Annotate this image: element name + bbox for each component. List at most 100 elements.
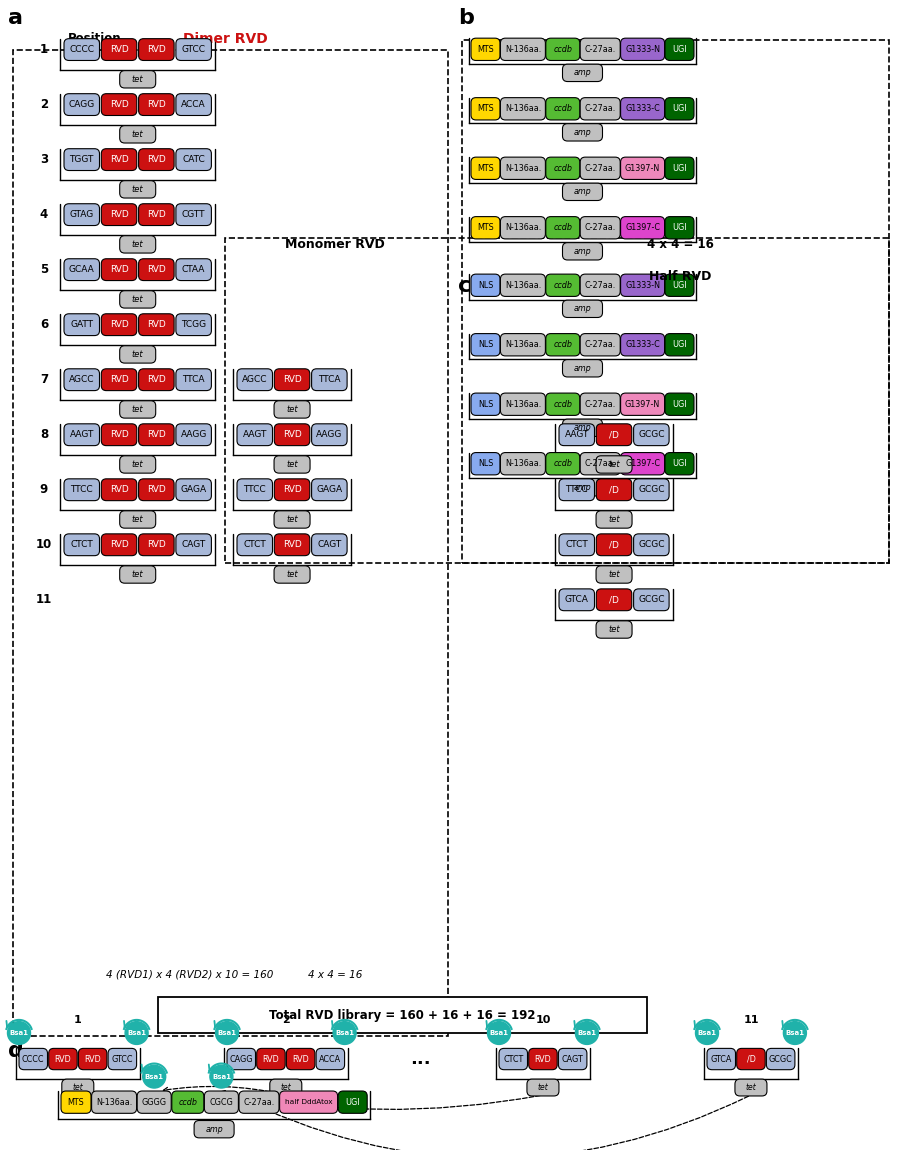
Text: Bsa1: Bsa1: [490, 1030, 508, 1036]
Text: GTCC: GTCC: [182, 45, 205, 54]
Text: RVD: RVD: [147, 100, 166, 109]
FancyBboxPatch shape: [597, 478, 632, 500]
Text: MTS: MTS: [477, 163, 494, 172]
FancyBboxPatch shape: [471, 216, 500, 239]
Text: C-27aa.: C-27aa.: [585, 45, 616, 54]
FancyBboxPatch shape: [139, 534, 174, 555]
Text: UGI: UGI: [672, 459, 687, 468]
FancyBboxPatch shape: [256, 1049, 285, 1070]
Text: G1333-N: G1333-N: [626, 281, 660, 290]
FancyBboxPatch shape: [120, 236, 156, 253]
FancyBboxPatch shape: [176, 314, 211, 336]
Circle shape: [488, 1021, 510, 1044]
FancyBboxPatch shape: [139, 259, 174, 281]
FancyBboxPatch shape: [562, 300, 602, 317]
Text: CTCT: CTCT: [243, 540, 266, 550]
Text: UGI: UGI: [672, 281, 687, 290]
Text: RVD: RVD: [110, 45, 129, 54]
Text: GTCA: GTCA: [565, 596, 589, 604]
Text: ccdb: ccdb: [554, 459, 572, 468]
Text: GAGA: GAGA: [181, 485, 207, 494]
Text: CAGT: CAGT: [182, 540, 206, 550]
Text: CAGT: CAGT: [562, 1055, 583, 1064]
Text: RVD: RVD: [283, 430, 302, 439]
Text: UGI: UGI: [346, 1097, 360, 1106]
Text: TCGG: TCGG: [181, 320, 206, 329]
Text: RVD: RVD: [110, 375, 129, 384]
Text: RVD: RVD: [110, 430, 129, 439]
Text: TTCC: TTCC: [243, 485, 266, 494]
Text: ccdb: ccdb: [554, 105, 572, 114]
FancyBboxPatch shape: [338, 1091, 367, 1113]
FancyBboxPatch shape: [311, 534, 347, 555]
Text: N-136aa.: N-136aa.: [505, 281, 541, 290]
Text: 11: 11: [36, 593, 52, 606]
Text: G1397-C: G1397-C: [626, 459, 660, 468]
FancyBboxPatch shape: [137, 1091, 171, 1113]
Text: RVD: RVD: [263, 1055, 279, 1064]
FancyBboxPatch shape: [545, 158, 580, 179]
Text: N-136aa.: N-136aa.: [505, 105, 541, 114]
FancyBboxPatch shape: [634, 478, 669, 500]
FancyBboxPatch shape: [634, 589, 669, 611]
FancyBboxPatch shape: [737, 1049, 765, 1070]
Text: ccdb: ccdb: [554, 45, 572, 54]
Text: CGCG: CGCG: [210, 1097, 233, 1106]
Text: TTCC: TTCC: [565, 485, 588, 494]
Text: GCAA: GCAA: [69, 266, 94, 274]
Text: amp: amp: [573, 187, 591, 197]
Text: C-27aa.: C-27aa.: [585, 223, 616, 232]
FancyBboxPatch shape: [580, 334, 620, 355]
FancyBboxPatch shape: [500, 334, 545, 355]
Text: 4 x 4 = 16: 4 x 4 = 16: [308, 969, 362, 980]
Text: RVD: RVD: [283, 485, 302, 494]
FancyBboxPatch shape: [311, 424, 347, 445]
Text: AAGT: AAGT: [69, 430, 94, 439]
Circle shape: [575, 1021, 598, 1044]
FancyBboxPatch shape: [665, 98, 694, 120]
Text: RVD: RVD: [110, 485, 129, 494]
FancyBboxPatch shape: [64, 148, 100, 170]
FancyBboxPatch shape: [580, 158, 620, 179]
FancyBboxPatch shape: [102, 424, 137, 445]
Text: 9: 9: [40, 483, 48, 497]
Text: C-27aa.: C-27aa.: [585, 281, 616, 290]
Text: TGGT: TGGT: [69, 155, 94, 164]
FancyBboxPatch shape: [120, 400, 156, 419]
FancyBboxPatch shape: [562, 478, 602, 496]
Text: RVD: RVD: [147, 430, 166, 439]
Text: d: d: [8, 1041, 24, 1061]
FancyBboxPatch shape: [471, 274, 500, 297]
FancyBboxPatch shape: [621, 453, 664, 475]
FancyBboxPatch shape: [596, 566, 632, 583]
FancyBboxPatch shape: [176, 534, 211, 555]
Text: /D: /D: [609, 485, 619, 494]
FancyBboxPatch shape: [597, 424, 632, 445]
FancyBboxPatch shape: [102, 148, 137, 170]
Text: tet: tet: [72, 1083, 83, 1092]
Text: CAGG: CAGG: [230, 1055, 253, 1064]
FancyBboxPatch shape: [545, 216, 580, 239]
Text: b: b: [458, 8, 474, 28]
Text: UGI: UGI: [672, 223, 687, 232]
FancyBboxPatch shape: [270, 1079, 302, 1096]
FancyBboxPatch shape: [316, 1049, 345, 1070]
Text: CAGT: CAGT: [317, 540, 341, 550]
Text: NLS: NLS: [478, 459, 493, 468]
Text: Bsa1: Bsa1: [127, 1030, 146, 1036]
Text: GCGC: GCGC: [769, 1055, 793, 1064]
FancyBboxPatch shape: [120, 511, 156, 528]
FancyBboxPatch shape: [471, 453, 500, 475]
Text: RVD: RVD: [292, 1055, 309, 1064]
FancyBboxPatch shape: [102, 534, 137, 555]
FancyBboxPatch shape: [176, 204, 211, 225]
FancyBboxPatch shape: [580, 453, 620, 475]
Text: RVD: RVD: [110, 155, 129, 164]
Text: tet: tet: [132, 460, 143, 469]
Text: tet: tet: [132, 185, 143, 194]
FancyBboxPatch shape: [176, 424, 211, 445]
Text: tet: tet: [537, 1083, 548, 1092]
FancyBboxPatch shape: [500, 393, 545, 415]
Text: GCGC: GCGC: [638, 596, 664, 604]
Text: tet: tet: [132, 75, 143, 84]
